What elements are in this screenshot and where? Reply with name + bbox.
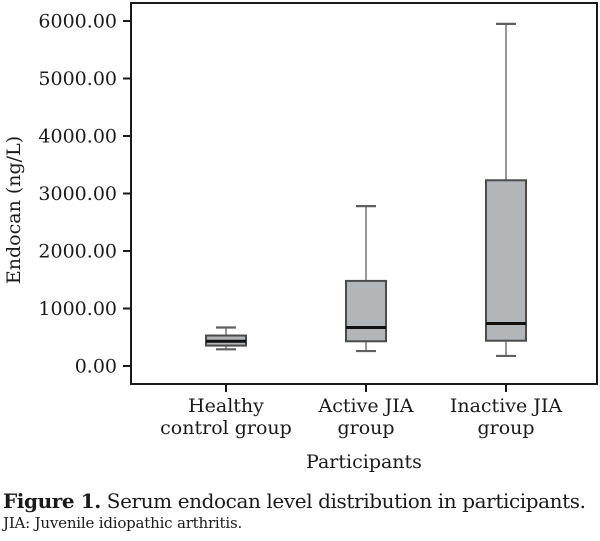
box-inactive-jia-group: [485, 179, 527, 342]
figure-caption-label: Figure 1.: [3, 489, 101, 513]
y-axis-tick-label: 3000.00: [38, 183, 117, 205]
y-axis-tick-label: 6000.00: [38, 11, 117, 33]
x-category-label: Inactive JIA group: [450, 395, 563, 439]
y-axis-tick-label: 5000.00: [38, 68, 117, 90]
x-axis-title: Participants: [306, 451, 422, 473]
figure-caption: Figure 1. Serum endocan level distributi…: [3, 489, 599, 532]
y-axis-tick-label: 4000.00: [38, 126, 117, 148]
x-category-label: Active JIA group: [318, 395, 414, 439]
x-category-label: Healthy control group: [160, 395, 292, 439]
figure-caption-line: Figure 1. Serum endocan level distributi…: [3, 489, 599, 514]
y-axis-title: Endocan (ng/L): [3, 136, 25, 284]
plot-frame: [130, 2, 598, 385]
y-axis-tick-label: 1000.00: [38, 298, 117, 320]
y-axis-tick-label: 2000.00: [38, 241, 117, 263]
y-axis-tick-label: 0.00: [75, 356, 117, 378]
figure-caption-note: JIA: Juvenile idiopathic arthritis.: [3, 514, 243, 532]
boxplot-chart: 0.00 1000.00 2000.00 3000.00 4000.00 5000.00 6…: [3, 2, 598, 473]
box-active-jia-group: [345, 279, 387, 343]
figure-caption-text: Serum endocan level distribution in part…: [106, 489, 586, 513]
